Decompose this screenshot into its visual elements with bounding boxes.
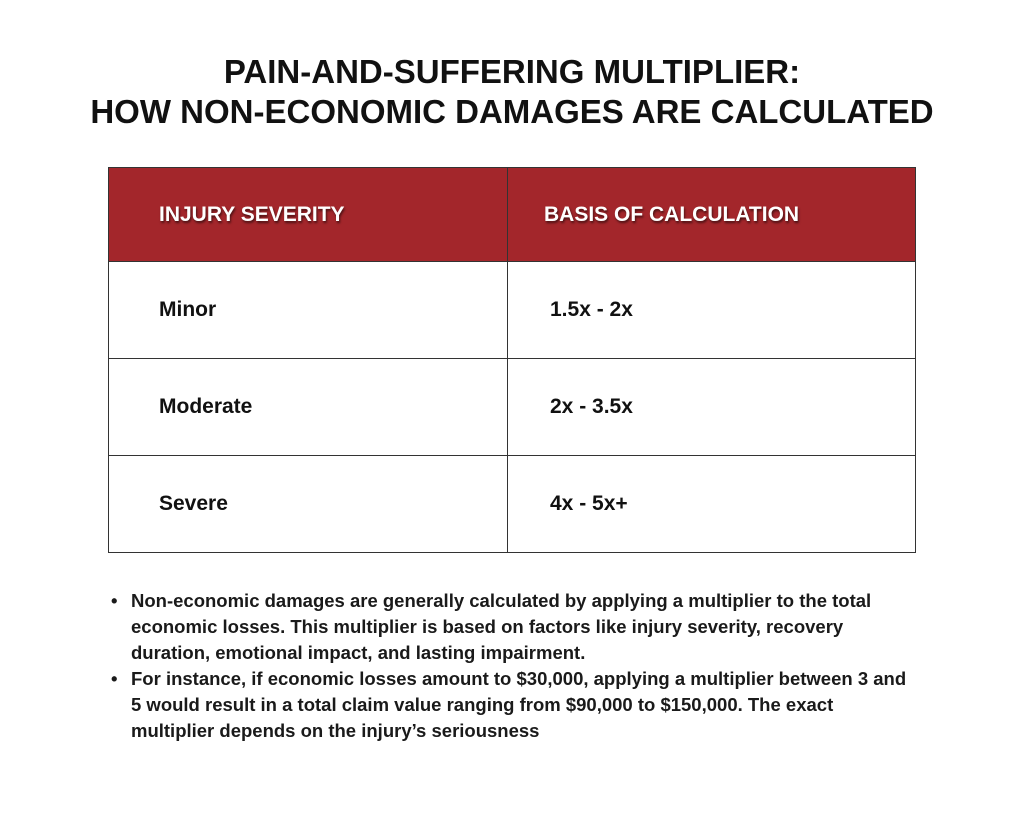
note-text: For instance, if economic losses amount … xyxy=(131,668,907,741)
multiplier-table: INJURY SEVERITY BASIS OF CALCULATION Min… xyxy=(108,167,916,553)
table-row: Severe 4x - 5x+ xyxy=(108,455,916,553)
list-item: • For instance, if economic losses amoun… xyxy=(108,666,908,744)
table-header-row: INJURY SEVERITY BASIS OF CALCULATION xyxy=(108,167,916,262)
table-row: Moderate 2x - 3.5x xyxy=(108,358,916,456)
basis-cell: 1.5x - 2x xyxy=(507,261,916,359)
notes-list: • Non-economic damages are generally cal… xyxy=(108,588,908,744)
severity-cell: Moderate xyxy=(108,358,508,456)
note-text: Non-economic damages are generally calcu… xyxy=(131,590,872,663)
severity-cell: Severe xyxy=(108,455,508,553)
title-line-1: PAIN-AND-SUFFERING MULTIPLIER: xyxy=(223,53,801,90)
page-title: PAIN-AND-SUFFERING MULTIPLIER: HOW NON-E… xyxy=(0,52,1024,132)
column-header-injury-severity: INJURY SEVERITY xyxy=(108,167,508,262)
list-item: • Non-economic damages are generally cal… xyxy=(108,588,908,666)
title-line-2: HOW NON-ECONOMIC DAMAGES ARE CALCULATED xyxy=(90,93,934,130)
bullet-icon: • xyxy=(111,668,118,689)
column-header-basis: BASIS OF CALCULATION xyxy=(507,167,916,262)
table-row: Minor 1.5x - 2x xyxy=(108,261,916,359)
bullet-icon: • xyxy=(111,590,118,611)
severity-cell: Minor xyxy=(108,261,508,359)
basis-cell: 2x - 3.5x xyxy=(507,358,916,456)
basis-cell: 4x - 5x+ xyxy=(507,455,916,553)
